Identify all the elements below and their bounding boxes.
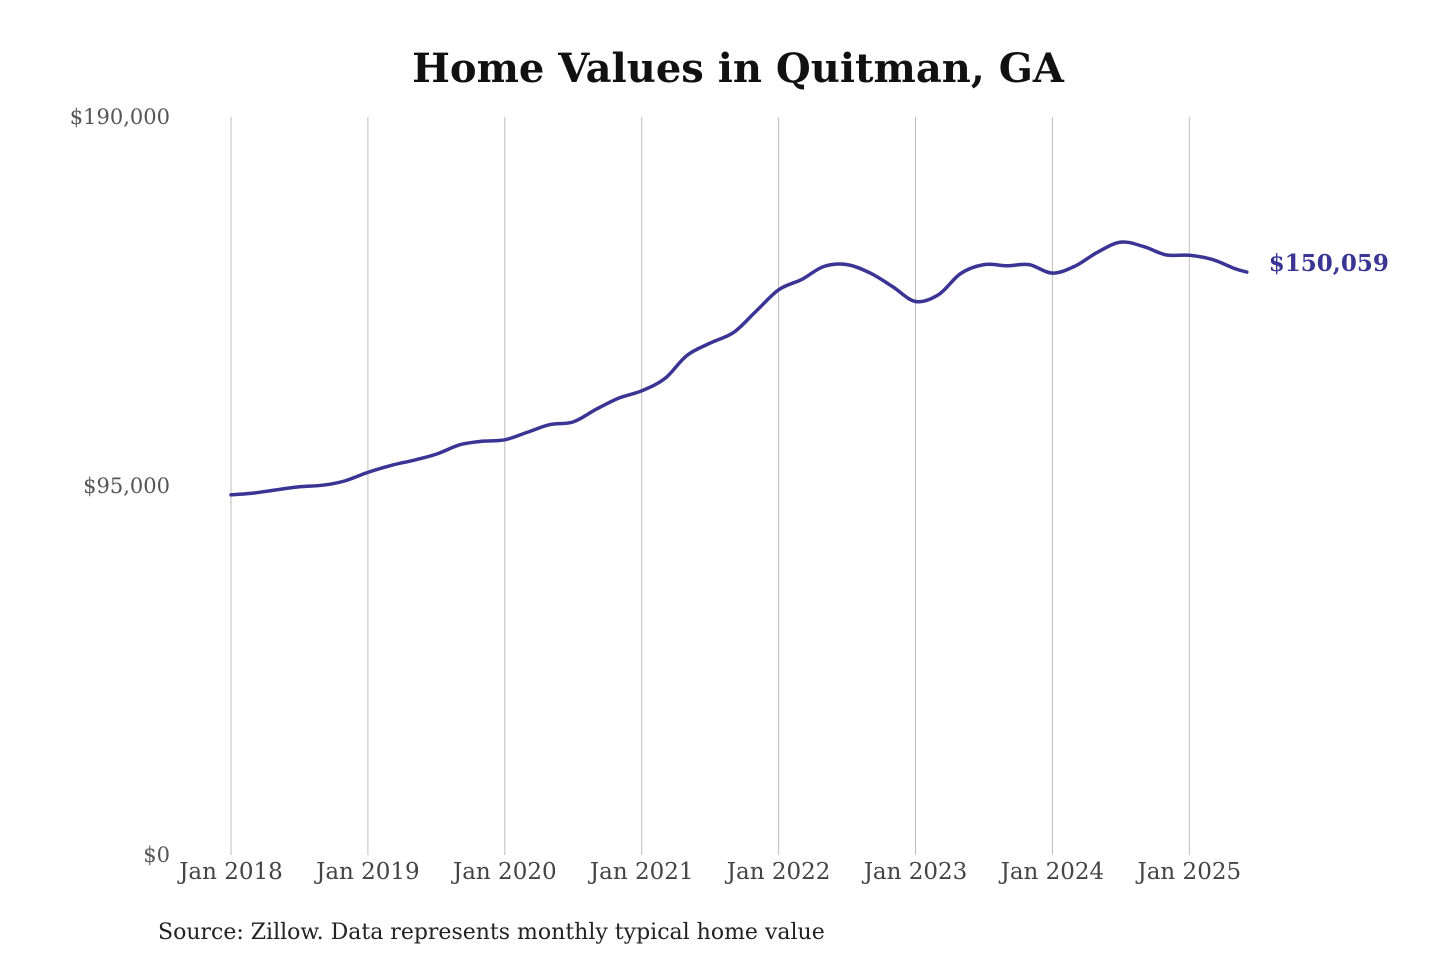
x-tick-label: Jan 2022 [725, 859, 831, 885]
y-tick-label: $190,000 [70, 105, 170, 129]
x-tick-label: Jan 2018 [177, 859, 283, 885]
chart-title: Home Values in Quitman, GA [412, 45, 1065, 92]
x-tick-label: Jan 2025 [1136, 859, 1242, 885]
y-tick-label: $0 [143, 843, 170, 867]
grid [230, 117, 1190, 855]
x-tick-label: Jan 2024 [999, 859, 1105, 885]
end-value-label: $150,059 [1269, 250, 1389, 277]
y-tick-label: $95,000 [83, 474, 170, 498]
y-axis: $0 $95,000 $190,000 [70, 105, 170, 867]
series-line [229, 240, 1249, 497]
source-note: Source: Zillow. Data represents monthly … [158, 920, 825, 945]
x-axis: Jan 2018 Jan 2019 Jan 2020 Jan 2021 Jan 2022… [177, 859, 1241, 885]
x-tick-label: Jan 2023 [862, 859, 968, 885]
x-tick-label: Jan 2020 [451, 859, 557, 885]
x-tick-label: Jan 2021 [588, 859, 694, 885]
x-tick-label: Jan 2019 [314, 859, 420, 885]
